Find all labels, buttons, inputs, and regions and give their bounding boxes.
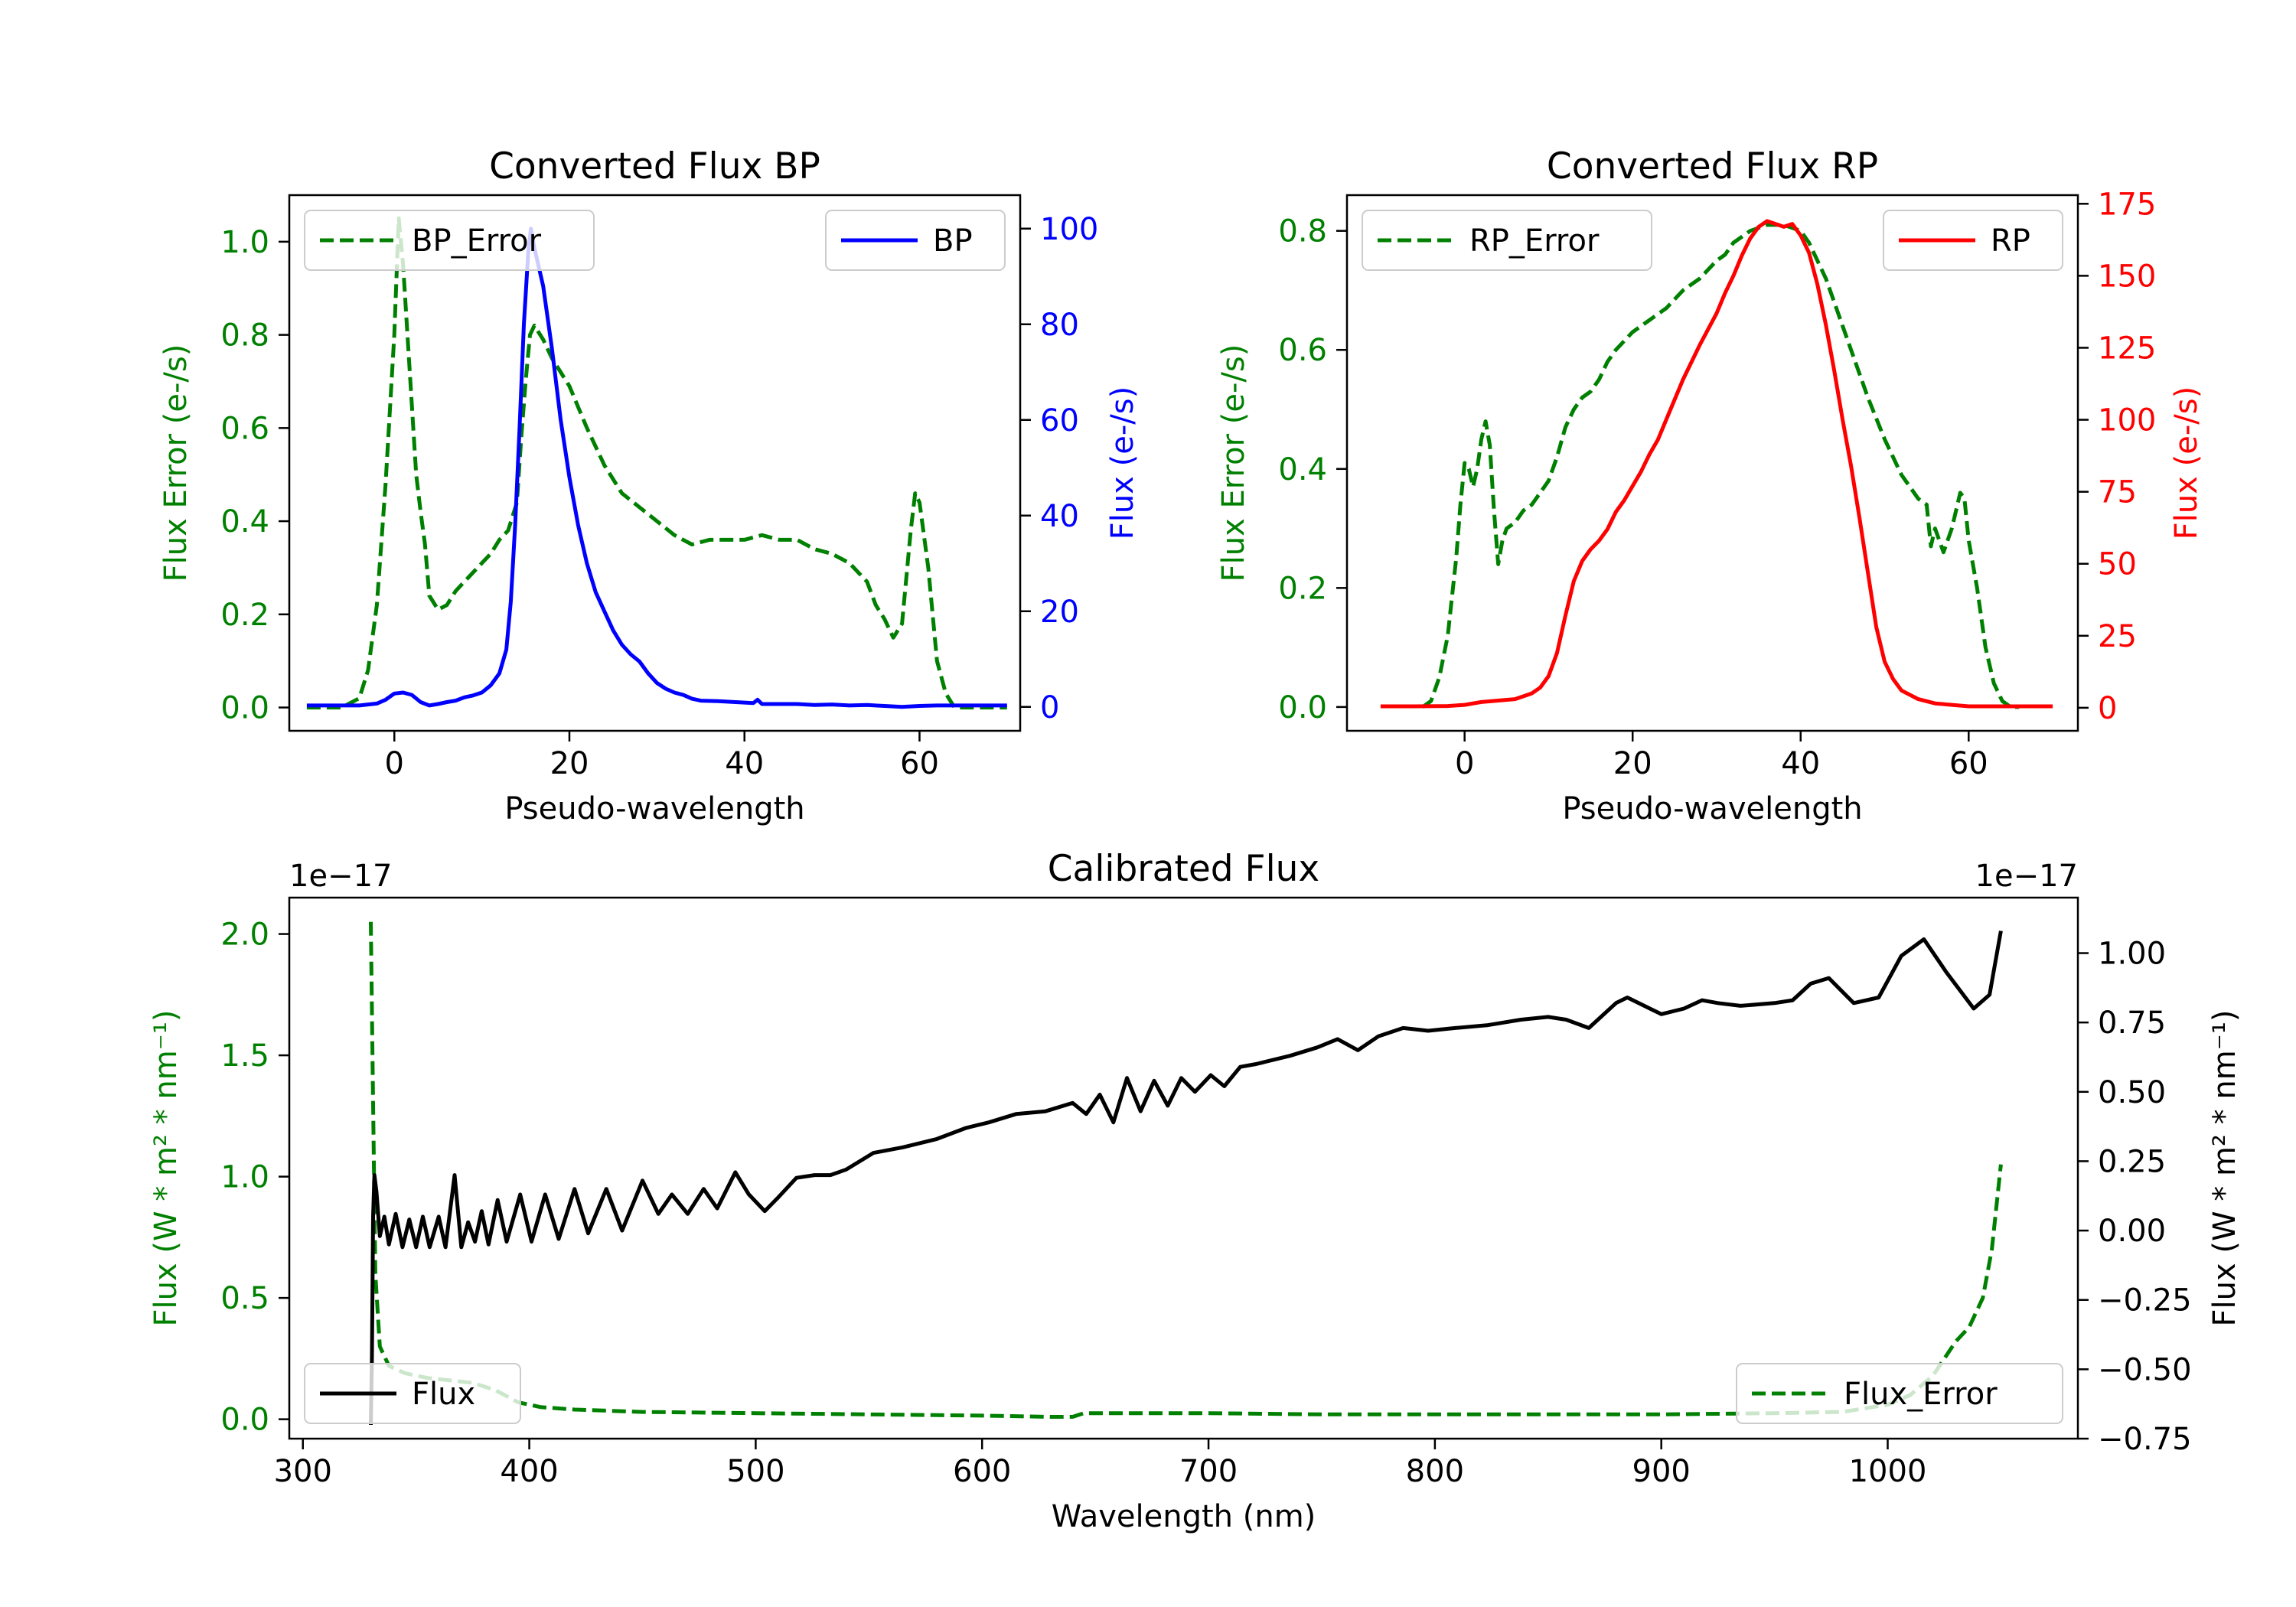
rp-y-left-tick-label: 0.4	[1278, 452, 1327, 487]
rp-y-left-tick-label: 0.6	[1278, 333, 1327, 368]
cal-legend-label: Flux_Error	[1844, 1377, 1998, 1412]
cal-y-left-tick-label: 1.0	[220, 1160, 269, 1195]
cal-y-left-tick-label: 0.5	[220, 1281, 269, 1316]
cal-series-flux	[369, 931, 2003, 1425]
rp-legend-label: RP	[1991, 223, 2030, 259]
bp-x-tick-label: 60	[900, 746, 939, 781]
rp-legend-rp: RP	[1883, 210, 2063, 271]
cal-legend-label: Flux	[412, 1377, 475, 1412]
cal-legend-flux: Flux	[304, 1363, 521, 1424]
cal-x-tick-label: 300	[274, 1454, 332, 1489]
bp-y-left-tick-label: 0.0	[220, 691, 269, 726]
cal-title: Calibrated Flux	[1048, 848, 1320, 890]
bp-y-left-tick-label: 0.8	[220, 318, 269, 354]
bp-y-left-axis-label: Flux Error (e-/s)	[158, 344, 194, 582]
rp-y-right-tick-label: 175	[2098, 187, 2156, 222]
rp-y-right-tick-label: 100	[2098, 403, 2156, 438]
bp-y-left-tick-label: 0.2	[220, 598, 269, 633]
bp-y-right-tick-label: 20	[1040, 595, 1079, 630]
rp-y-right-tick-label: 25	[2098, 619, 2137, 654]
rp-y-right-tick-label: 0	[2098, 691, 2117, 726]
bp-y-right-tick-label: 80	[1040, 308, 1079, 343]
cal-panel: Calibrated Flux 300 400 500 600 700 800 900 1000…	[148, 848, 2242, 1534]
bp-y-right-tick-label: 60	[1040, 403, 1079, 438]
rp-title: Converted Flux RP	[1547, 145, 1878, 187]
rp-y-right-axis-label: Flux (e-/s)	[2169, 386, 2204, 539]
cal-axes-frame	[288, 896, 2079, 1440]
rp-x-tick-label: 20	[1613, 746, 1652, 781]
bp-y-right-tick-label: 100	[1040, 212, 1098, 247]
cal-y-left-axis-label: Flux (W * m² * nm⁻¹)	[148, 1010, 184, 1327]
bp-y-left-tick-label: 1.0	[220, 225, 269, 260]
rp-y-left-axis-label: Flux Error (e-/s)	[1216, 344, 1251, 582]
cal-y-right-tick-label: 0.75	[2098, 1006, 2166, 1041]
cal-y-right-tick-label: −0.75	[2098, 1422, 2192, 1457]
rp-axes-frame	[1345, 194, 2079, 732]
bp-x-axis-label: Pseudo-wavelength	[504, 791, 804, 826]
panels: Converted Flux BP 0 20 40 60 Pseudo-wavelengt…	[148, 145, 2242, 1534]
cal-y-left-tick-label: 1.5	[220, 1038, 269, 1074]
bp-panel: Converted Flux BP 0 20 40 60 Pseudo-wavelengt…	[158, 145, 1140, 826]
rp-series-group	[1380, 219, 2053, 709]
rp-y-right-tick-label: 75	[2098, 475, 2137, 510]
rp-y-left-tick-label: 0.8	[1278, 214, 1327, 249]
bp-x-tick-label: 20	[550, 746, 589, 781]
rp-legend-box	[1362, 210, 1652, 271]
rp-legend-label: RP_Error	[1469, 223, 1600, 259]
cal-offset-left: 1e−17	[289, 859, 392, 894]
bp-series-group	[306, 216, 1007, 710]
rp-y-left-tick-label: 0.2	[1278, 571, 1327, 606]
rp-y-right-tick-label: 50	[2098, 547, 2137, 582]
cal-y-right-tick-label: 1.00	[2098, 937, 2166, 972]
cal-x-tick-label: 400	[500, 1454, 558, 1489]
cal-x-tick-label: 600	[953, 1454, 1011, 1489]
rp-y-right-tick-label: 125	[2098, 331, 2156, 366]
rp-x-tick-label: 60	[1949, 746, 1988, 781]
cal-y-left-tick-label: 2.0	[220, 918, 269, 953]
bp-series-bp	[306, 227, 1007, 709]
cal-y-left-tick-label: 0.0	[220, 1403, 269, 1438]
rp-panel: Converted Flux RP 0 20 40 60 Pseudo-wavelengt…	[1216, 145, 2204, 826]
bp-axes-frame	[288, 194, 1022, 732]
cal-offset-right: 1e−17	[1975, 859, 2078, 894]
cal-legend-box	[1736, 1363, 2063, 1424]
cal-x-tick-label: 1000	[1849, 1454, 1927, 1489]
cal-x-tick-label: 900	[1632, 1454, 1691, 1489]
bp-x-tick-label: 0	[385, 746, 404, 781]
bp-y-right-tick-label: 0	[1040, 690, 1059, 725]
cal-y-right-tick-label: −0.25	[2098, 1283, 2192, 1319]
bp-y-left-tick-label: 0.6	[220, 411, 269, 446]
cal-legend-flux-error: Flux_Error	[1736, 1363, 2063, 1424]
cal-y-right-tick-label: 0.25	[2098, 1144, 2166, 1179]
bp-legend-label: BP	[933, 223, 973, 259]
cal-y-right-tick-label: 0.00	[2098, 1214, 2166, 1249]
bp-series-bp-error	[306, 216, 1007, 710]
bp-legend-bp-error: BP_Error	[304, 210, 595, 271]
cal-x-axis-label: Wavelength (nm)	[1052, 1499, 1316, 1534]
rp-x-tick-label: 0	[1455, 746, 1474, 781]
bp-legend-label: BP_Error	[412, 223, 542, 259]
rp-series-rp-error	[1421, 223, 2020, 709]
cal-x-tick-label: 700	[1179, 1454, 1238, 1489]
rp-legend-rp-error: RP_Error	[1362, 210, 1652, 271]
bp-legend-bp: BP	[825, 210, 1006, 271]
rp-x-tick-label: 40	[1781, 746, 1820, 781]
cal-y-right-tick-label: 0.50	[2098, 1075, 2166, 1110]
bp-y-right-axis-label: Flux (e-/s)	[1105, 386, 1140, 539]
bp-y-right-tick-label: 40	[1040, 499, 1079, 534]
cal-y-right-tick-label: −0.50	[2098, 1352, 2192, 1387]
rp-y-left-tick-label: 0.0	[1278, 690, 1327, 725]
bp-y-left-tick-label: 0.4	[220, 504, 269, 539]
cal-y-right-axis-label: Flux (W * m² * nm⁻¹)	[2207, 1010, 2242, 1327]
cal-x-tick-label: 500	[726, 1454, 784, 1489]
rp-series-rp	[1380, 219, 2053, 709]
bp-title: Converted Flux BP	[489, 145, 820, 187]
bp-x-tick-label: 40	[725, 746, 764, 781]
rp-y-right-tick-label: 150	[2098, 259, 2156, 294]
bp-legend-box	[304, 210, 595, 271]
cal-legend-box	[304, 1363, 521, 1424]
rp-x-axis-label: Pseudo-wavelength	[1562, 791, 1862, 826]
cal-x-tick-label: 800	[1406, 1454, 1464, 1489]
